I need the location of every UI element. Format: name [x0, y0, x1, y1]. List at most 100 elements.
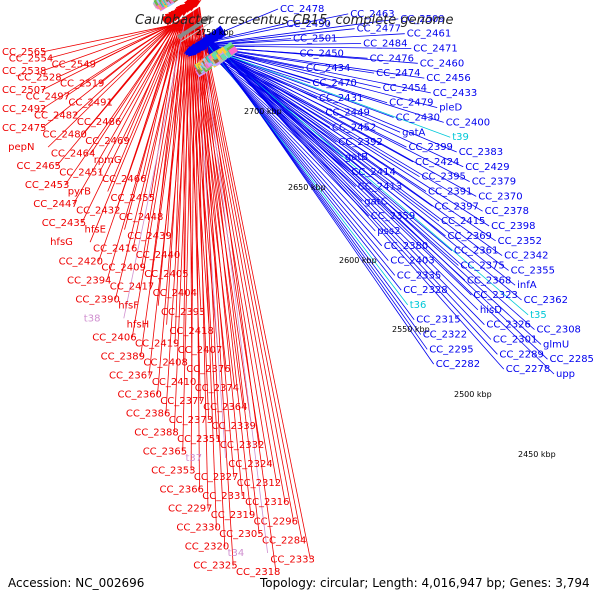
gene-label: CC_2415	[441, 216, 485, 227]
gene-label: t34	[228, 548, 245, 559]
connector-line	[123, 15, 187, 319]
connector-line	[194, 10, 235, 477]
connector-line	[191, 12, 210, 420]
gene-label: CC_2376	[186, 364, 230, 375]
gene-label: CC_2395	[422, 172, 466, 183]
gene-label: CC_2373	[169, 415, 213, 426]
connector-line	[195, 9, 243, 496]
connector-line	[194, 40, 420, 178]
gene-label: CC_2404	[153, 288, 197, 299]
gene-label: CC_2315	[416, 315, 460, 326]
gene-label: CC_2380	[384, 241, 428, 252]
gene-label: CC_2424	[415, 157, 459, 168]
connector-line	[89, 18, 183, 243]
gene-label: CC_2296	[254, 516, 298, 527]
connector-line	[197, 7, 226, 547]
gene-label: CC_2316	[245, 497, 289, 508]
connector-line	[47, 21, 177, 148]
connector-line	[98, 17, 184, 262]
gene-label: t36	[410, 300, 427, 311]
connector-line	[195, 40, 477, 197]
gene-label: CC_2398	[491, 221, 535, 232]
connector-line	[197, 39, 490, 227]
connector-line	[192, 11, 218, 439]
genome-summary-text: Topology: circular; Length: 4,016,947 bp…	[259, 576, 590, 590]
gene-label: CC_2455	[111, 193, 155, 204]
category-block	[157, 0, 168, 4]
gene-label: CC_2434	[306, 63, 350, 74]
connector-line	[197, 8, 260, 535]
gene-label: t35	[530, 310, 547, 321]
gene-label: CC_2297	[168, 504, 212, 515]
connector-line	[191, 42, 444, 123]
category-block	[228, 45, 239, 56]
connector-line	[73, 22, 176, 116]
gene-label: gatB	[345, 152, 368, 163]
gene-label: CC_2375	[460, 261, 504, 272]
gene-label: CC_2333	[270, 554, 314, 565]
gene-label: CC_2365	[143, 447, 187, 458]
gene-label: CC_2374	[195, 383, 239, 394]
gene-label: CC_2463	[350, 9, 394, 20]
gene-label: CC_2351	[177, 434, 221, 445]
tick-label: 2550 kbp	[392, 325, 430, 334]
connector-line	[197, 7, 303, 541]
gene-label: glmU	[543, 339, 569, 350]
gene-label: CC_2409	[101, 263, 145, 274]
gene-label: t38	[84, 313, 101, 324]
gene-label: CC_2519	[60, 79, 104, 90]
gene-label: CC_2370	[478, 191, 522, 202]
gene-label: CC_2507	[2, 85, 46, 96]
gene-label: CC_2413	[358, 182, 402, 193]
gene-label: gatC	[364, 196, 387, 207]
gene-label: hfsE	[85, 225, 106, 236]
gene-label: CC_2475	[2, 123, 46, 134]
connector-line	[198, 38, 496, 242]
gene-label: CC_2324	[228, 459, 272, 470]
gene-label: t39	[452, 132, 469, 143]
gene-label: CC_2368	[467, 275, 511, 286]
gene-label: CC_2322	[423, 330, 467, 341]
gene-label: CC_2482	[34, 110, 78, 121]
connector-line	[195, 40, 427, 192]
gene-label: CC_2312	[237, 478, 281, 489]
gene-label: CC_2497	[26, 91, 70, 102]
gene-label: CC_2465	[17, 161, 61, 172]
gene-label: CC_2464	[51, 149, 95, 160]
connector-line	[140, 14, 189, 357]
connector-line	[82, 22, 177, 135]
gene-label: CC_2389	[101, 351, 145, 362]
gene-label: CC_2355	[511, 265, 555, 276]
connector-line	[205, 34, 505, 370]
gene-label: CC_2405	[144, 269, 188, 280]
gene-label: CC_2407	[178, 345, 222, 356]
gene-label: infA	[517, 280, 537, 291]
gene-label: CC_2278	[506, 364, 550, 375]
gene-label: CC_2454	[383, 83, 427, 94]
gene-label: hfsG	[50, 237, 73, 248]
connector-line	[41, 24, 172, 53]
gene-label: CC_2377	[160, 396, 204, 407]
gene-label: CC_2549	[52, 60, 96, 71]
tick-label: 2700 kbp	[244, 107, 282, 116]
gene-label: CC_2332	[220, 440, 264, 451]
gene-label: CC_2326	[486, 320, 530, 331]
gene-label: CC_2452	[332, 122, 376, 133]
gene-label: CC_2388	[134, 428, 178, 439]
gene-label: CC_2478	[280, 4, 324, 15]
gene-label: CC_2339	[212, 421, 256, 432]
gene-label: CC_2474	[376, 68, 420, 79]
gene-label: CC_2391	[428, 187, 472, 198]
connector-line	[131, 15, 188, 338]
gene-label: CC_2453	[25, 180, 69, 191]
gene-label: CC_2378	[485, 206, 529, 217]
gene-label: CC_2469	[85, 136, 129, 147]
gene-label: CC_2554	[9, 53, 53, 64]
connector-line	[182, 11, 194, 452]
gene-label: CC_2418	[169, 326, 213, 337]
gene-label: CC_2361	[454, 246, 498, 257]
connector-line	[157, 13, 191, 395]
connector-line	[189, 13, 236, 389]
